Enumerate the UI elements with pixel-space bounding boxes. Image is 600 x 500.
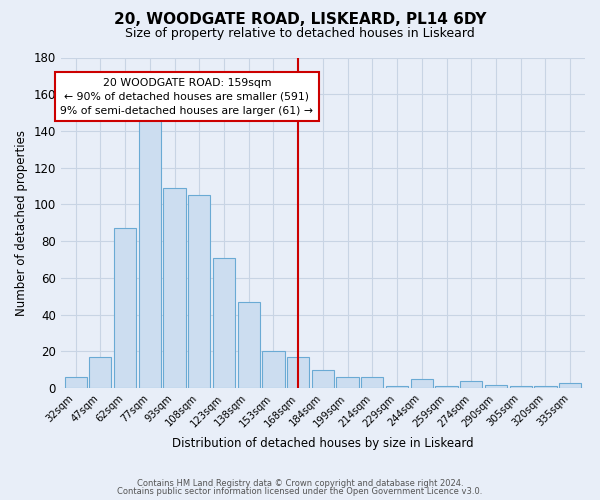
Bar: [509, 386, 532, 388]
Text: Size of property relative to detached houses in Liskeard: Size of property relative to detached ho…: [125, 28, 475, 40]
Bar: [337, 377, 359, 388]
Bar: [436, 386, 458, 388]
Bar: [460, 381, 482, 388]
Text: Contains HM Land Registry data © Crown copyright and database right 2024.: Contains HM Land Registry data © Crown c…: [137, 478, 463, 488]
Y-axis label: Number of detached properties: Number of detached properties: [15, 130, 28, 316]
Bar: [485, 384, 507, 388]
Bar: [262, 352, 284, 388]
Bar: [163, 188, 185, 388]
Bar: [213, 258, 235, 388]
Bar: [89, 357, 112, 388]
Bar: [386, 386, 408, 388]
Bar: [188, 196, 211, 388]
Bar: [312, 370, 334, 388]
Bar: [535, 386, 557, 388]
Bar: [139, 120, 161, 388]
Bar: [238, 302, 260, 388]
Text: 20 WOODGATE ROAD: 159sqm
← 90% of detached houses are smaller (591)
9% of semi-d: 20 WOODGATE ROAD: 159sqm ← 90% of detach…: [61, 78, 313, 116]
Bar: [114, 228, 136, 388]
Bar: [361, 377, 383, 388]
Text: 20, WOODGATE ROAD, LISKEARD, PL14 6DY: 20, WOODGATE ROAD, LISKEARD, PL14 6DY: [114, 12, 486, 28]
Bar: [65, 377, 87, 388]
Bar: [559, 382, 581, 388]
Bar: [410, 379, 433, 388]
Text: Contains public sector information licensed under the Open Government Licence v3: Contains public sector information licen…: [118, 487, 482, 496]
Bar: [287, 357, 309, 388]
X-axis label: Distribution of detached houses by size in Liskeard: Distribution of detached houses by size …: [172, 437, 474, 450]
